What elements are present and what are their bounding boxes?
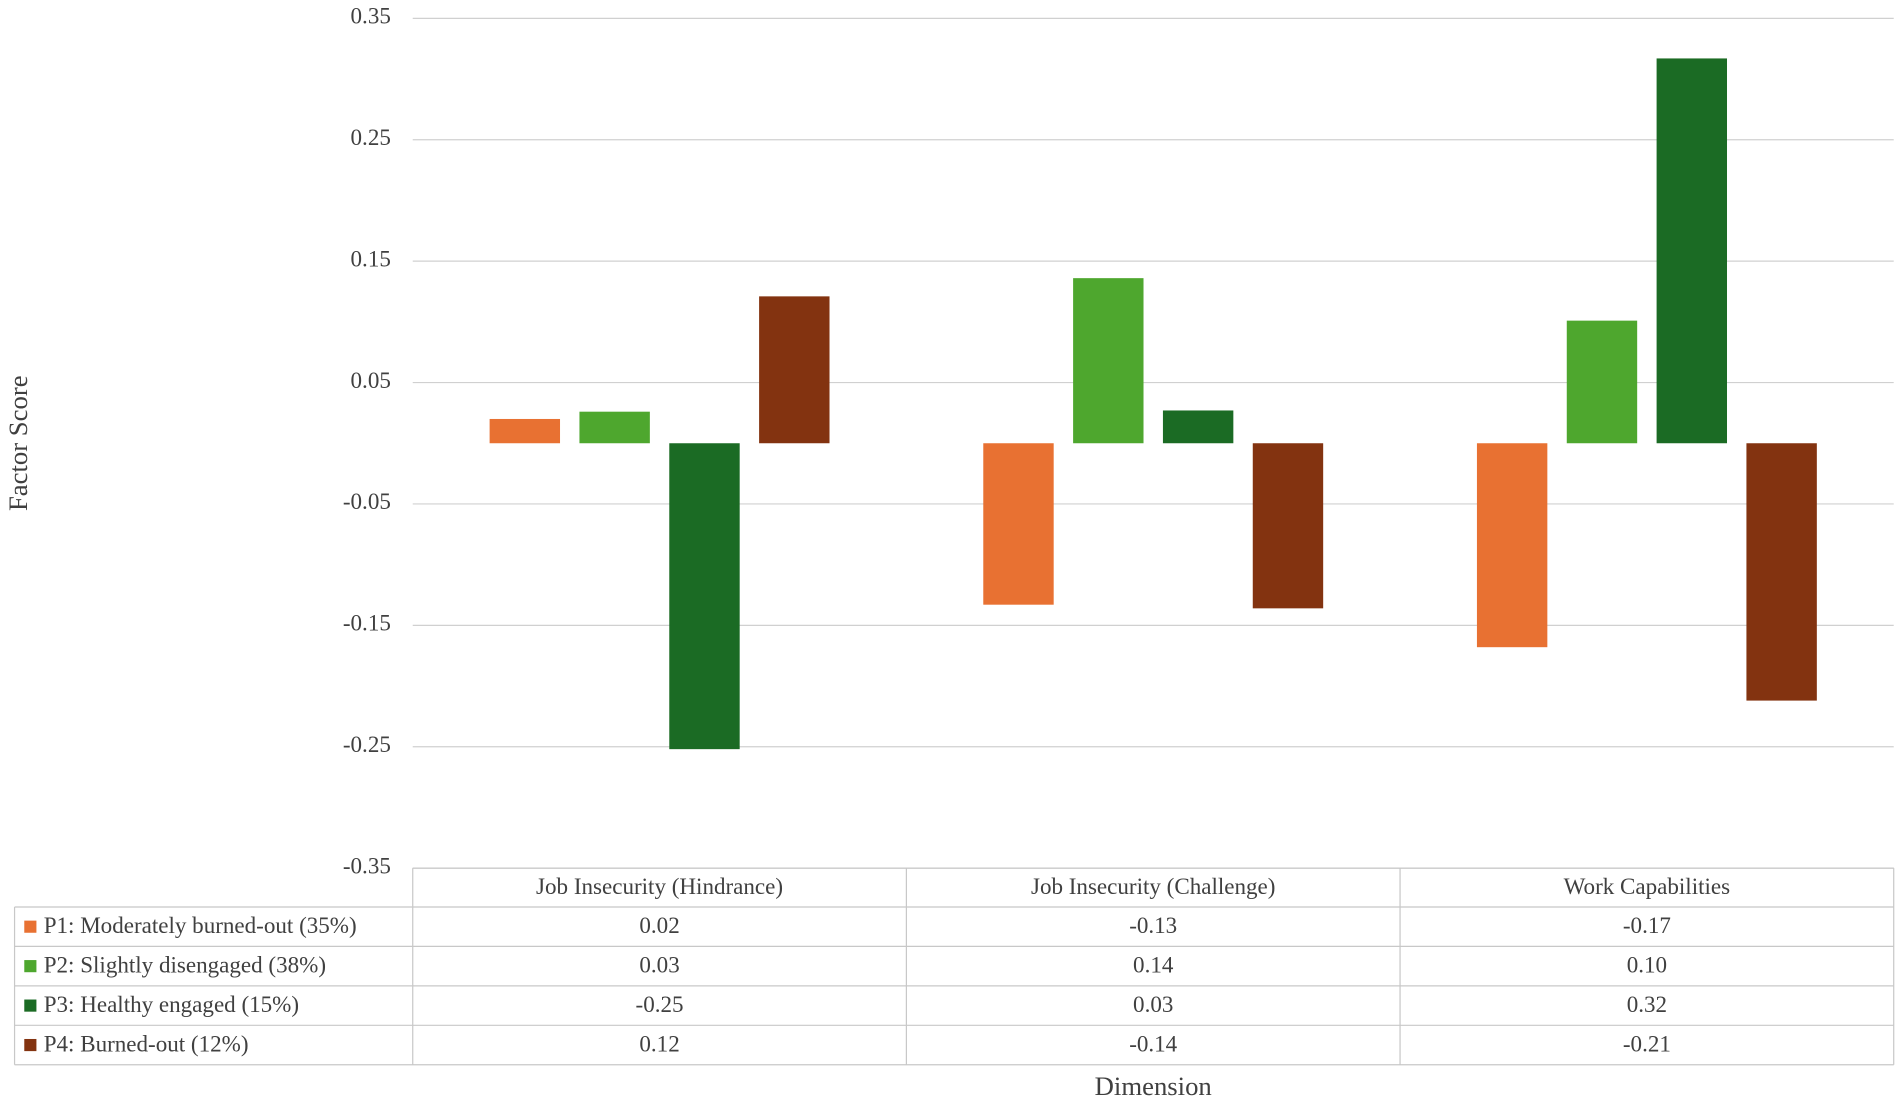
table-value: 0.03 [1133, 991, 1173, 1017]
table-value: -0.21 [1623, 1031, 1671, 1057]
bar [1566, 320, 1638, 444]
bar [489, 418, 561, 444]
y-tick-label: 0.05 [351, 367, 391, 393]
bar [1656, 58, 1728, 444]
y-axis-title: Factor Score [3, 375, 33, 511]
legend-label: P2: Slightly disengaged (38%) [44, 952, 326, 978]
bar [1162, 410, 1234, 444]
legend-marker [24, 960, 37, 973]
bar [983, 443, 1054, 605]
table-value: 0.02 [639, 912, 679, 938]
bar [1073, 278, 1144, 444]
table-value: 0.14 [1133, 952, 1174, 978]
legend-label: P4: Burned-out (12%) [44, 1031, 249, 1057]
bar [579, 411, 650, 444]
y-tick-label: -0.35 [343, 852, 391, 878]
table-value: 0.12 [639, 1031, 679, 1057]
table-value: -0.13 [1129, 912, 1177, 938]
table-value: 0.10 [1627, 952, 1667, 978]
table-value: 0.03 [639, 952, 679, 978]
y-tick-label: 0.25 [351, 124, 391, 150]
legend-marker [24, 920, 37, 933]
y-tick-label: -0.25 [343, 731, 391, 757]
x-tick-label: Job Insecurity (Hindrance) [536, 873, 783, 899]
table-value: -0.25 [636, 991, 684, 1017]
y-tick-label: -0.15 [343, 610, 391, 636]
legend-marker [24, 1038, 37, 1052]
y-tick-label: 0.15 [351, 245, 391, 271]
table-value: -0.17 [1623, 912, 1671, 938]
legend-label: P1: Moderately burned-out (35%) [44, 912, 357, 938]
x-tick-label: Work Capabilities [1564, 873, 1731, 899]
table-value: -0.14 [1129, 1031, 1177, 1057]
bar [1746, 443, 1817, 701]
table-value: 0.32 [1627, 991, 1667, 1017]
legend-marker [24, 999, 37, 1012]
y-tick-label: 0.35 [351, 3, 391, 29]
bar [759, 296, 830, 444]
legend-label: P3: Healthy engaged (15%) [44, 991, 299, 1017]
bar [669, 443, 740, 750]
x-tick-label: Job Insecurity (Challenge) [1031, 873, 1275, 899]
y-tick-label: -0.05 [343, 488, 391, 514]
x-axis-title: Dimension [1095, 1071, 1212, 1101]
bar [1252, 443, 1324, 609]
bar [1476, 443, 1548, 648]
